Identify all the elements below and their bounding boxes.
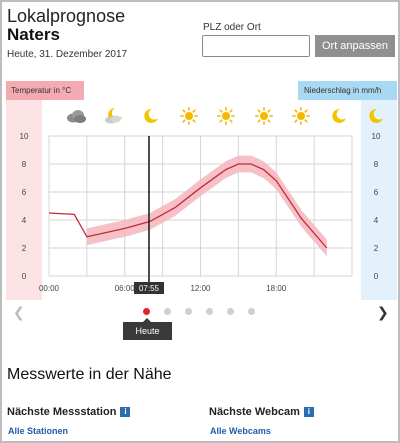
sun-icon [215, 106, 237, 126]
temperature-axis-label: Temperatur in °C [6, 81, 84, 100]
info-icon[interactable]: i [120, 407, 131, 417]
current-time-badge [133, 282, 164, 294]
pager-dot[interactable] [248, 308, 255, 315]
station-heading: Nächste Messstation i [7, 406, 131, 418]
current-time-label: 07:55 [139, 284, 160, 293]
pager-dot[interactable] [227, 308, 234, 315]
sun-icon [178, 106, 200, 126]
page-label: Lokalprognose [7, 6, 126, 26]
temperature-axis-band [6, 100, 42, 300]
pager-dot[interactable] [185, 308, 192, 315]
station-title: Nächste Messstation [7, 406, 117, 418]
x-tick-label: 06:00 [115, 284, 136, 293]
pager-dot[interactable] [143, 308, 150, 315]
moon-icon [328, 106, 350, 126]
forecast-uncertainty-band [86, 155, 327, 257]
temperature-line [48, 163, 328, 249]
search-input[interactable] [202, 35, 310, 57]
change-location-button[interactable]: Ort anpassen [315, 35, 395, 57]
previous-day-button[interactable]: ❮ [13, 304, 25, 320]
precipitation-axis-band [361, 100, 397, 300]
pager-tooltip: Heute [123, 318, 172, 340]
moon-icon [140, 106, 162, 126]
all-stations-link[interactable]: Alle Stationen [8, 426, 69, 436]
x-tick-label: 18:00 [266, 284, 287, 293]
forecast-date: Heute, 31. Dezember 2017 [7, 49, 128, 60]
all-webcams-link[interactable]: Alle Webcams [210, 426, 271, 436]
cloud-icon [65, 106, 87, 126]
moon-cloud-icon [103, 106, 125, 126]
location-name: Naters [7, 25, 60, 44]
pager-dot[interactable] [164, 308, 171, 315]
sun-icon [253, 106, 275, 126]
nearby-section-title: Messwerte in der Nähe [7, 366, 172, 383]
next-day-button[interactable]: ❯ [377, 304, 389, 320]
x-tick-label: 00:00 [39, 284, 60, 293]
webcam-heading: Nächste Webcam i [209, 406, 314, 418]
info-icon[interactable]: i [303, 407, 314, 417]
sun-icon [290, 106, 312, 126]
webcam-title: Nächste Webcam [209, 406, 300, 418]
search-label: PLZ oder Ort [203, 22, 261, 33]
pager-dot[interactable] [206, 308, 213, 315]
x-tick-label: 12:00 [190, 284, 211, 293]
moon-icon [365, 106, 387, 126]
precipitation-axis-label: Niederschlag in mm/h [298, 81, 397, 100]
weather-icon-row [2, 106, 400, 126]
